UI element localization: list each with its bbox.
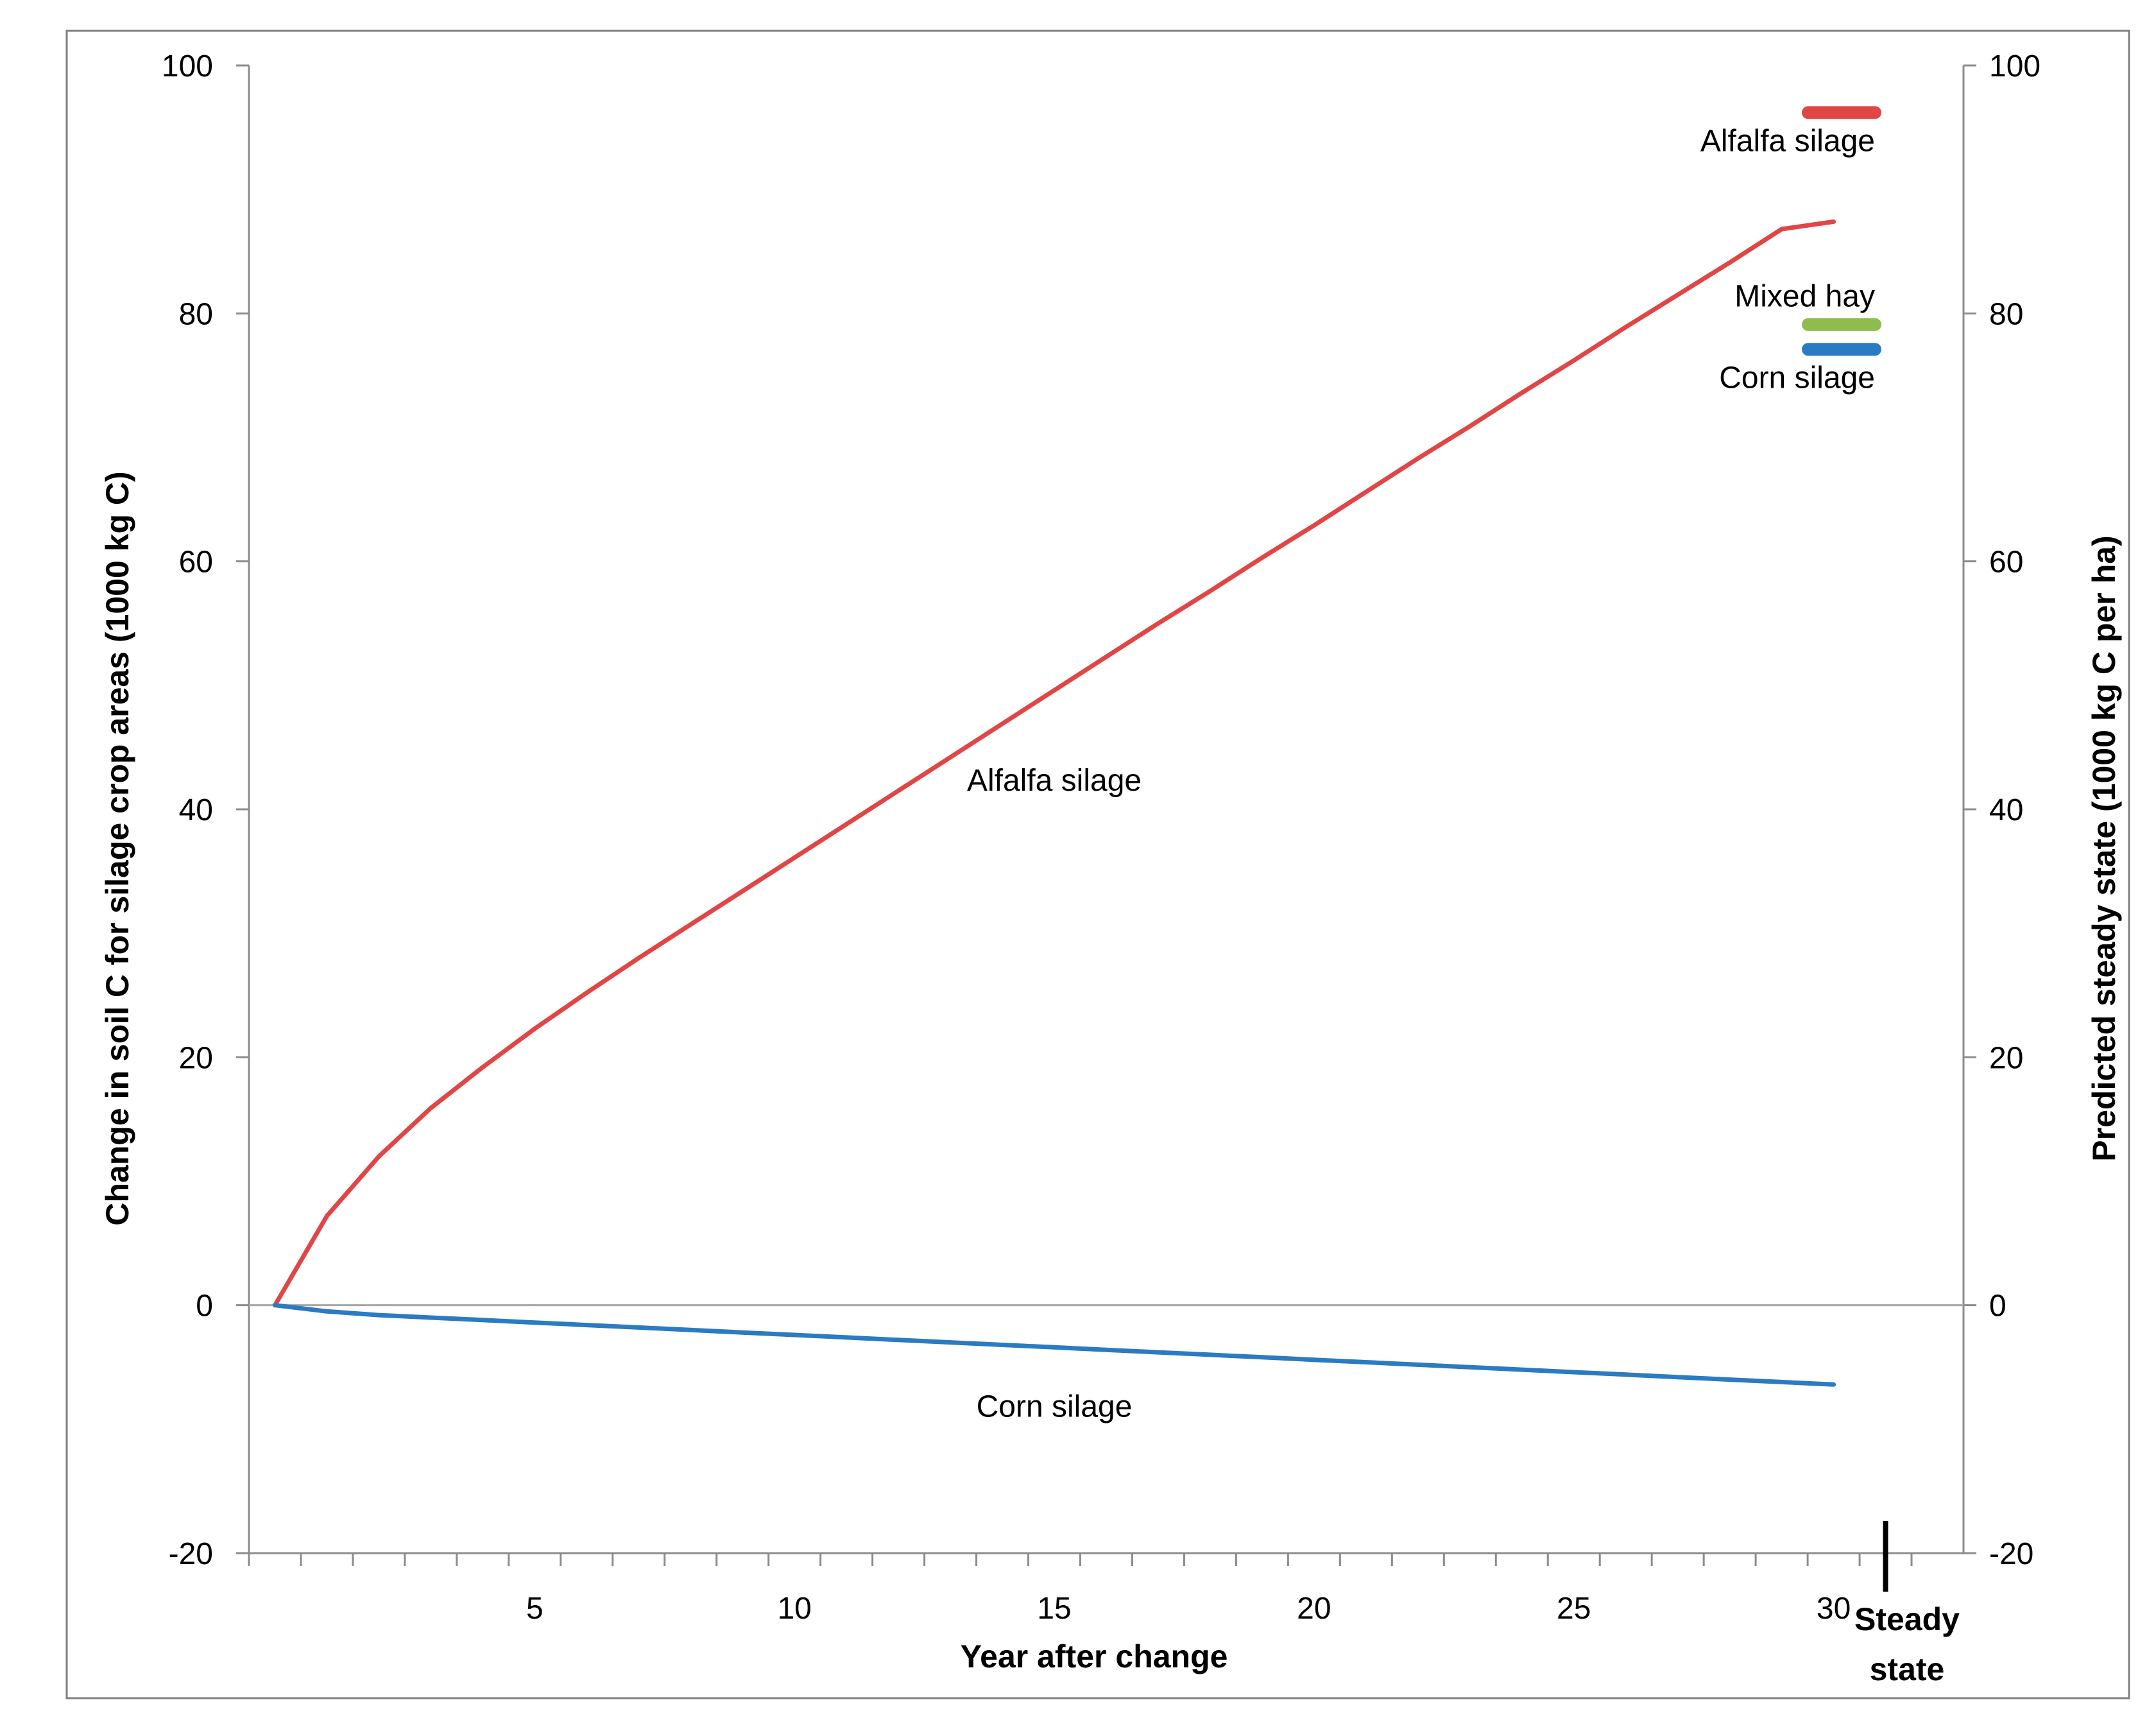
y-tick-label: 20 [179,1041,213,1075]
series-annotation: Alfalfa silage [967,764,1142,798]
x-tick-label: 20 [1297,1592,1331,1626]
y2-tick-label: 20 [1989,1041,2023,1075]
axes: -20 0 20 40 60 80 100 -20 0 20 40 60 80 100 5 10 15 20 25 3… [162,49,2041,1626]
y-tick-label: 60 [179,546,213,580]
series-line-alfalfa-silage [273,219,1836,1308]
steady-state-label-line2: state [1870,1651,1945,1687]
y2-tick-label: -20 [1989,1537,2033,1571]
y-tick-label: -20 [169,1537,213,1571]
x-tick-label: 15 [1037,1592,1071,1626]
y2-tick-label: 100 [1989,49,2041,83]
y-axis-title: Change in soil C for silage crop areas (… [99,471,135,1225]
steady-state-label-line1: Steady [1854,1601,1960,1637]
x-axis-title: Year after change [961,1639,1228,1674]
y-tick-label: 100 [162,49,213,83]
series-lines [273,219,1836,1387]
x-tick-label: 5 [526,1592,543,1626]
y2-tick-label: 0 [1989,1289,2006,1323]
steady-state-markers: Alfalfa silage Mixed hay Corn silage [1700,106,1881,395]
y2-tick-label: 60 [1989,546,2023,580]
steady-state-marker-label: Alfalfa silage [1700,124,1875,158]
series-line-corn-silage [273,1303,1836,1387]
y-tick-label: 0 [196,1289,213,1323]
chart-labels: Year after change Change in soil C for s… [99,471,2122,1687]
chart-frame [65,30,2130,1699]
steady-state-marker-label: Mixed hay [1734,280,1875,314]
x-tick-label: 10 [777,1592,811,1626]
y2-axis-title: Predicted steady state (1000 kg C per ha… [2086,535,2122,1161]
series-annotation: Corn silage [977,1390,1133,1424]
x-tick-label: 30 [1817,1592,1851,1626]
y-tick-label: 80 [179,297,213,331]
x-tick-label: 25 [1557,1592,1591,1626]
y-tick-label: 40 [179,793,213,827]
y2-tick-label: 40 [1989,793,2023,827]
y2-tick-label: 80 [1989,297,2023,331]
steady-state-marker-label: Corn silage [1719,361,1875,395]
